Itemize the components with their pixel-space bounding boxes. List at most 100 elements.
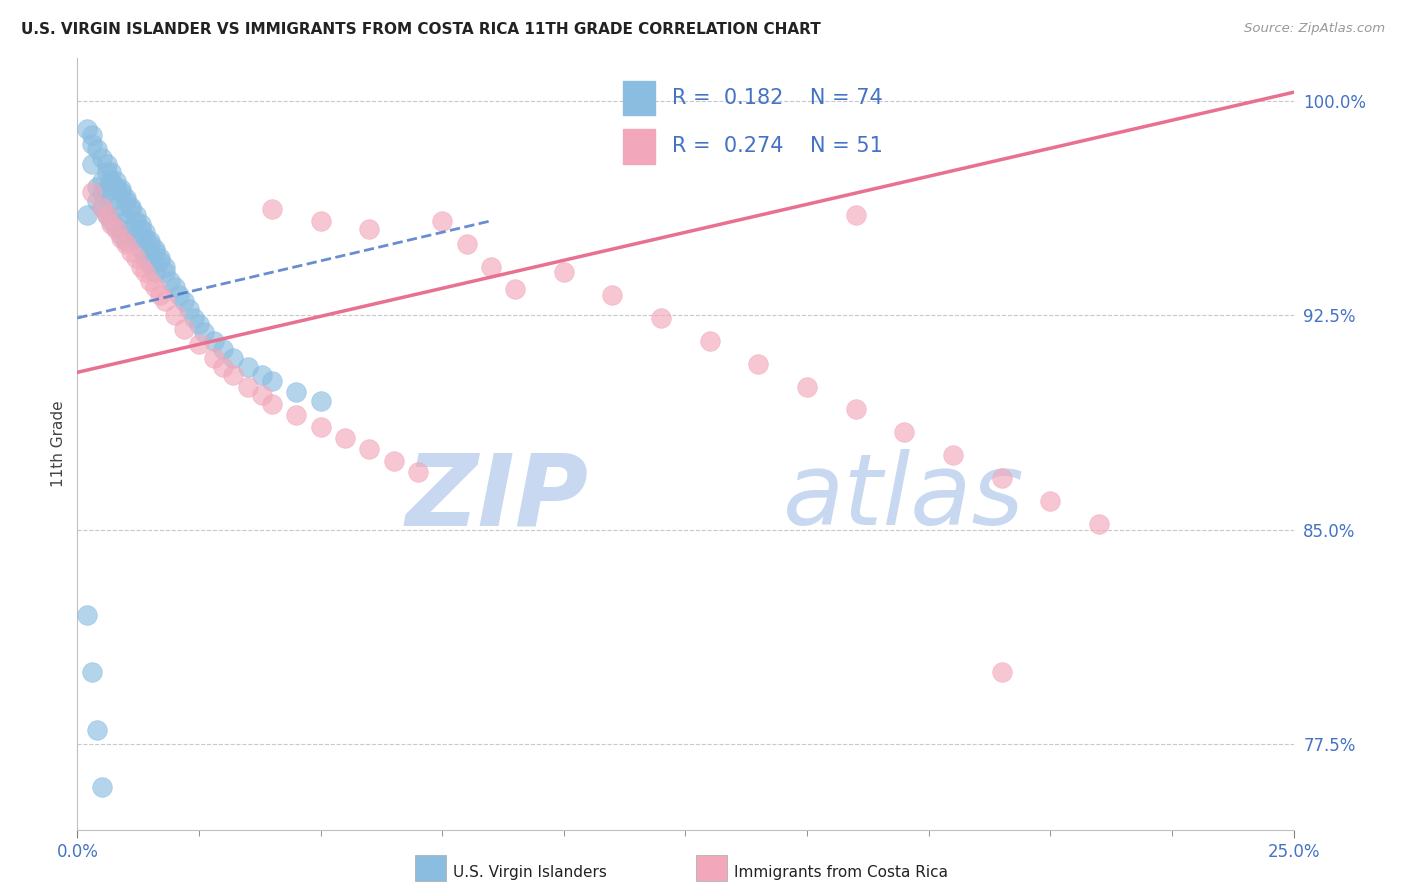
Point xyxy=(309,419,332,434)
Point xyxy=(96,157,118,171)
Point xyxy=(105,174,128,188)
Text: R =  0.274    N = 51: R = 0.274 N = 51 xyxy=(672,136,883,156)
Point xyxy=(845,402,868,417)
Point xyxy=(86,143,108,157)
Point xyxy=(149,253,172,268)
Point xyxy=(120,202,142,217)
Point xyxy=(90,780,112,794)
Point xyxy=(110,231,132,245)
Point xyxy=(163,279,186,293)
Point xyxy=(110,182,132,196)
Text: atlas: atlas xyxy=(783,450,1025,546)
Point xyxy=(80,128,103,142)
Point xyxy=(100,174,122,188)
Bar xyxy=(623,80,655,115)
Point xyxy=(845,208,868,222)
Point xyxy=(96,208,118,222)
Point xyxy=(80,186,103,200)
Point xyxy=(105,200,128,214)
Point xyxy=(134,251,156,265)
Point xyxy=(129,243,152,257)
Point xyxy=(115,194,138,208)
Point xyxy=(86,194,108,208)
Point xyxy=(80,665,103,680)
Point xyxy=(222,351,245,365)
Point xyxy=(125,251,148,265)
Point xyxy=(115,191,138,205)
Point xyxy=(382,454,405,468)
Point xyxy=(76,608,98,623)
Point xyxy=(169,288,191,302)
Point xyxy=(125,208,148,222)
Point xyxy=(747,357,769,371)
Point xyxy=(115,236,138,251)
Point xyxy=(153,265,176,279)
Point xyxy=(796,379,818,393)
Point xyxy=(90,174,112,188)
Point xyxy=(942,448,965,462)
Point xyxy=(100,214,122,228)
Y-axis label: 11th Grade: 11th Grade xyxy=(51,401,66,487)
Point xyxy=(236,379,259,393)
Point xyxy=(139,236,162,251)
Point xyxy=(188,317,211,331)
Point xyxy=(90,186,112,200)
Point xyxy=(193,326,215,340)
Point xyxy=(990,665,1012,680)
Point xyxy=(456,236,478,251)
Point xyxy=(212,359,235,374)
Point xyxy=(105,219,128,234)
Point xyxy=(173,322,195,336)
Point xyxy=(333,431,356,445)
Point xyxy=(139,274,162,288)
Point xyxy=(76,122,98,136)
Point xyxy=(359,222,381,236)
Point xyxy=(183,311,205,326)
Point xyxy=(143,265,166,279)
Point xyxy=(406,466,429,480)
Point xyxy=(120,200,142,214)
Point xyxy=(153,293,176,308)
Point xyxy=(110,228,132,243)
Point xyxy=(90,200,112,214)
Point xyxy=(202,334,225,348)
Point xyxy=(149,288,172,302)
Point xyxy=(650,311,672,326)
Point xyxy=(893,425,915,440)
Point xyxy=(260,202,283,217)
Point xyxy=(309,214,332,228)
Point xyxy=(163,308,186,322)
Point xyxy=(110,208,132,222)
Point xyxy=(143,243,166,257)
Point xyxy=(479,260,502,274)
Point xyxy=(173,293,195,308)
Point xyxy=(202,351,225,365)
Point xyxy=(115,214,138,228)
Point xyxy=(90,151,112,165)
Point xyxy=(250,368,273,383)
Point xyxy=(90,200,112,214)
Point xyxy=(105,222,128,236)
Point xyxy=(1088,516,1111,531)
Point xyxy=(96,186,118,200)
Point xyxy=(699,334,721,348)
Point xyxy=(236,359,259,374)
Point xyxy=(260,397,283,411)
Point xyxy=(553,265,575,279)
Point xyxy=(1039,494,1062,508)
Point xyxy=(105,179,128,194)
Point xyxy=(143,245,166,260)
Point xyxy=(149,251,172,265)
Text: Immigrants from Costa Rica: Immigrants from Costa Rica xyxy=(734,865,948,880)
Point xyxy=(76,208,98,222)
Point xyxy=(250,388,273,402)
Point xyxy=(115,234,138,248)
Point xyxy=(212,343,235,357)
Point xyxy=(159,274,181,288)
Point xyxy=(129,260,152,274)
Point xyxy=(990,471,1012,485)
Point xyxy=(134,225,156,239)
Point xyxy=(309,393,332,408)
Point xyxy=(188,336,211,351)
Point xyxy=(430,214,453,228)
